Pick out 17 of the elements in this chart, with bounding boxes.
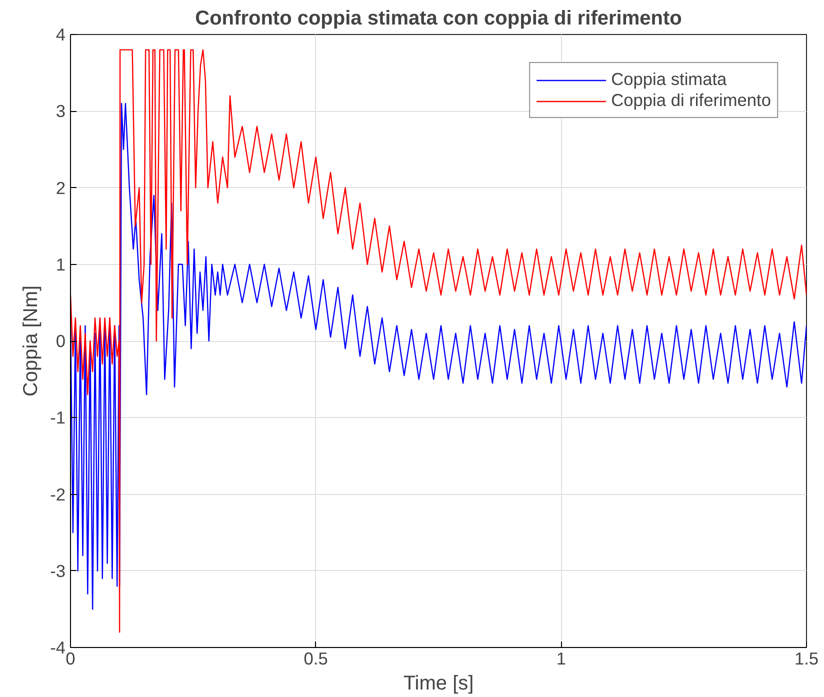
y-tick-label: -3 xyxy=(50,560,66,581)
x-tick-label: 1 xyxy=(556,648,566,668)
x-tick-label: 0.5 xyxy=(304,648,328,668)
y-tick-label: 2 xyxy=(56,178,66,198)
y-tick-label: 0 xyxy=(56,331,66,351)
legend-label: Coppia di riferimento xyxy=(611,90,771,111)
legend-label: Coppia stimata xyxy=(611,69,727,90)
y-tick-label: -1 xyxy=(50,408,66,428)
y-tick-label: 1 xyxy=(56,254,66,274)
y-tick-label: -4 xyxy=(50,638,66,658)
y-axis-title: Coppia [Nm] xyxy=(20,285,42,397)
y-tick-label: 4 xyxy=(56,24,66,44)
x-tick-label: 1.5 xyxy=(794,648,819,668)
x-axis-title: Time [s] xyxy=(403,672,474,694)
y-tick-label: 3 xyxy=(56,101,66,122)
y-tick-label: -2 xyxy=(50,484,66,504)
chart-title: Confronto coppia stimata con coppia di riferimento xyxy=(195,8,682,30)
